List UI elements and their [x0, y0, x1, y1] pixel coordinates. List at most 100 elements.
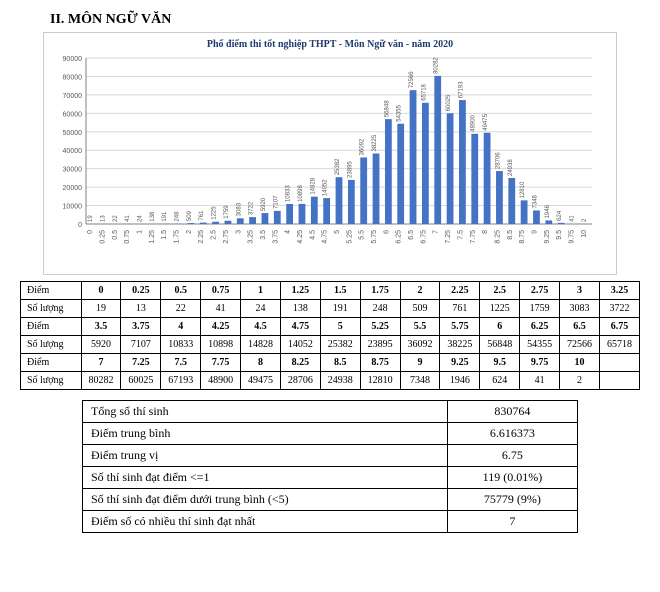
summary-label-total: Tổng số thí sinh [83, 401, 448, 423]
score-cell: 5 [320, 318, 360, 336]
svg-text:72566: 72566 [409, 71, 415, 88]
summary-value-below-mean: 75779 (9%) [447, 489, 577, 511]
svg-text:4.75: 4.75 [322, 230, 329, 244]
svg-text:509: 509 [187, 210, 193, 221]
svg-text:248: 248 [175, 211, 181, 222]
svg-text:23895: 23895 [347, 161, 353, 178]
count-cell: 14828 [241, 336, 281, 354]
svg-text:80000: 80000 [63, 74, 83, 81]
svg-text:138: 138 [150, 211, 156, 222]
svg-text:8.25: 8.25 [494, 230, 501, 244]
svg-text:7.5: 7.5 [457, 230, 464, 240]
svg-text:60025: 60025 [446, 94, 452, 111]
row-label-score: Điểm [21, 282, 82, 300]
svg-text:9.25: 9.25 [544, 230, 551, 244]
count-cell: 24 [241, 300, 281, 318]
score-cell: 1.5 [320, 282, 360, 300]
score-cell: 7.5 [161, 354, 201, 372]
count-cell: 49475 [241, 372, 281, 390]
svg-text:3.25: 3.25 [248, 230, 255, 244]
count-cell: 5920 [81, 336, 121, 354]
svg-text:6.75: 6.75 [420, 230, 427, 244]
svg-text:1.75: 1.75 [174, 230, 181, 244]
count-cell: 1759 [520, 300, 560, 318]
svg-text:9: 9 [531, 230, 538, 234]
svg-text:19: 19 [88, 215, 94, 222]
summary-label-below-mean: Số thí sinh đạt điểm dưới trung bình (<5… [83, 489, 448, 511]
svg-text:10000: 10000 [63, 204, 83, 211]
svg-text:1.25: 1.25 [149, 230, 156, 244]
row-label-count: Số lượng [21, 336, 82, 354]
score-cell: 9.75 [520, 354, 560, 372]
svg-text:14052: 14052 [323, 179, 329, 196]
count-cell: 80282 [81, 372, 121, 390]
count-cell: 41 [201, 300, 241, 318]
score-cell: 8 [241, 354, 281, 372]
svg-text:1.5: 1.5 [161, 230, 168, 240]
count-cell: 56848 [480, 336, 520, 354]
score-cell: 0.75 [201, 282, 241, 300]
score-cell: 9.25 [440, 354, 480, 372]
svg-text:12810: 12810 [520, 181, 526, 198]
summary-value-mode: 7 [447, 511, 577, 533]
score-cell: 3 [560, 282, 600, 300]
svg-text:1: 1 [137, 230, 144, 234]
section-title: II. MÔN NGỮ VĂN [50, 12, 640, 28]
svg-text:65718: 65718 [421, 83, 427, 100]
svg-text:5.25: 5.25 [346, 230, 353, 244]
row-label-score: Điểm [21, 354, 82, 372]
svg-text:2.25: 2.25 [198, 230, 205, 244]
summary-label-median: Điểm trung vị [83, 445, 448, 467]
count-cell: 24938 [320, 372, 360, 390]
score-cell: 0.5 [161, 282, 201, 300]
count-cell: 191 [320, 300, 360, 318]
svg-text:36092: 36092 [360, 138, 366, 155]
svg-text:3722: 3722 [249, 201, 255, 215]
summary-value-le1: 119 (0.01%) [447, 467, 577, 489]
count-cell: 7107 [121, 336, 161, 354]
score-cell: 3.75 [121, 318, 161, 336]
score-cell: 3.5 [81, 318, 121, 336]
empty-cell [599, 372, 639, 390]
svg-text:50000: 50000 [63, 130, 83, 137]
score-cell: 6.75 [599, 318, 639, 336]
svg-text:30000: 30000 [63, 167, 83, 174]
count-cell: 10833 [161, 336, 201, 354]
svg-text:0.75: 0.75 [124, 230, 131, 244]
score-cell: 7.25 [121, 354, 161, 372]
svg-text:60000: 60000 [63, 111, 83, 118]
score-cell: 5.25 [360, 318, 400, 336]
count-cell: 2 [560, 372, 600, 390]
score-cell: 9.5 [480, 354, 520, 372]
svg-text:5: 5 [334, 230, 341, 234]
count-cell: 761 [440, 300, 480, 318]
svg-text:2: 2 [186, 230, 193, 234]
svg-text:4.25: 4.25 [297, 230, 304, 244]
svg-text:0: 0 [78, 222, 82, 229]
svg-text:3.5: 3.5 [260, 230, 267, 240]
score-cell: 6 [480, 318, 520, 336]
empty-cell [599, 354, 639, 372]
svg-text:38225: 38225 [372, 134, 378, 151]
svg-text:0.25: 0.25 [100, 230, 107, 244]
svg-text:624: 624 [557, 210, 563, 221]
svg-text:3083: 3083 [236, 202, 242, 216]
svg-text:6.25: 6.25 [396, 230, 403, 244]
score-cell: 8.25 [280, 354, 320, 372]
svg-text:3: 3 [235, 230, 242, 234]
svg-text:761: 761 [199, 210, 205, 221]
svg-text:41: 41 [569, 215, 575, 222]
count-cell: 72566 [560, 336, 600, 354]
score-cell: 8.75 [360, 354, 400, 372]
svg-text:1946: 1946 [545, 204, 551, 218]
count-cell: 19 [81, 300, 121, 318]
svg-text:1225: 1225 [212, 206, 218, 220]
svg-text:9.75: 9.75 [568, 230, 575, 244]
score-cell: 9 [400, 354, 440, 372]
count-cell: 36092 [400, 336, 440, 354]
count-cell: 60025 [121, 372, 161, 390]
count-cell: 7348 [400, 372, 440, 390]
svg-text:56848: 56848 [384, 100, 390, 117]
svg-text:10898: 10898 [298, 185, 304, 202]
count-cell: 23895 [360, 336, 400, 354]
